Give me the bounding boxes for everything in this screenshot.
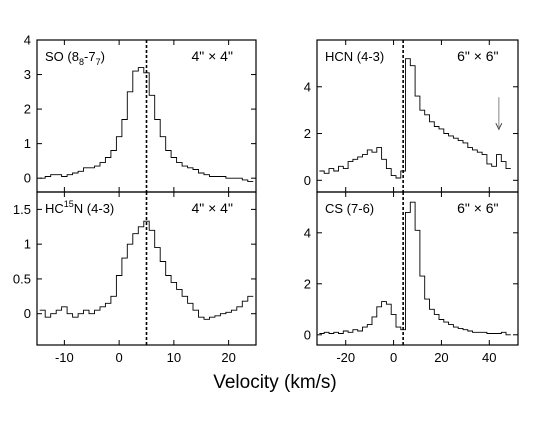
x-tick-label: 0 [116,350,123,365]
molecule-label: SO (88-77) [45,49,105,67]
panel-hcn: 0 2 4 HCN (4-3) 6" × 6" [304,39,519,193]
y-tick-label: 1 [24,237,31,252]
y-tick-label: 0 [304,173,311,188]
x-tick-label: -10 [55,350,74,365]
y-tick-label: 0 [304,327,311,342]
panel-so: 0 1 2 3 4 SO (88-77) 4" × 4" [24,33,257,193]
y-tick-label: 1 [24,136,31,151]
y-tick-label: 0.5 [13,271,31,286]
beam-size-label: 4" × 4" [191,200,232,216]
x-axis-label: Velocity (km/s) [213,372,337,393]
y-tick-label: 2 [24,102,31,117]
spectrum-series [39,220,254,320]
y-tick-label: 3 [24,67,31,82]
panel-cs: -20 0 20 40 0 2 4 CS (7-6) 6" × 6" [304,191,519,365]
x-tick-label: 20 [434,350,448,365]
y-tick-label: 4 [304,225,311,240]
beam-size-label: 6" × 6" [457,200,498,216]
spectrum-series [319,58,511,179]
panel-hc: -10 0 10 20 0 0.5 1 1.5 HC15N (4-3) 4" × 4" [13,191,257,365]
spectrum-series [319,201,511,336]
beam-size-label: 6" × 6" [457,48,498,64]
spectrum-series [39,67,254,183]
y-tick-label: 2 [304,126,311,141]
x-tick-label: 20 [221,350,235,365]
y-tick-label: 2 [304,276,311,291]
x-tick-label: 10 [167,350,181,365]
x-tick-label: 40 [482,350,496,365]
y-tick-label: 0 [24,171,31,186]
x-tick-label: -20 [336,350,355,365]
y-tick-label: 1.5 [13,202,31,217]
panel-frame [316,191,519,346]
beam-size-label: 4" × 4" [191,48,232,64]
molecule-label: CS (7-6) [325,201,374,216]
molecule-label: HCN (4-3) [325,49,384,64]
x-tick-label: 0 [390,350,397,365]
y-tick-label: 4 [24,33,31,48]
y-tick-label: 0 [24,306,31,321]
y-tick-label: 4 [304,79,311,94]
molecule-label: HC15N (4-3) [45,199,114,216]
arrow-head [495,122,503,131]
